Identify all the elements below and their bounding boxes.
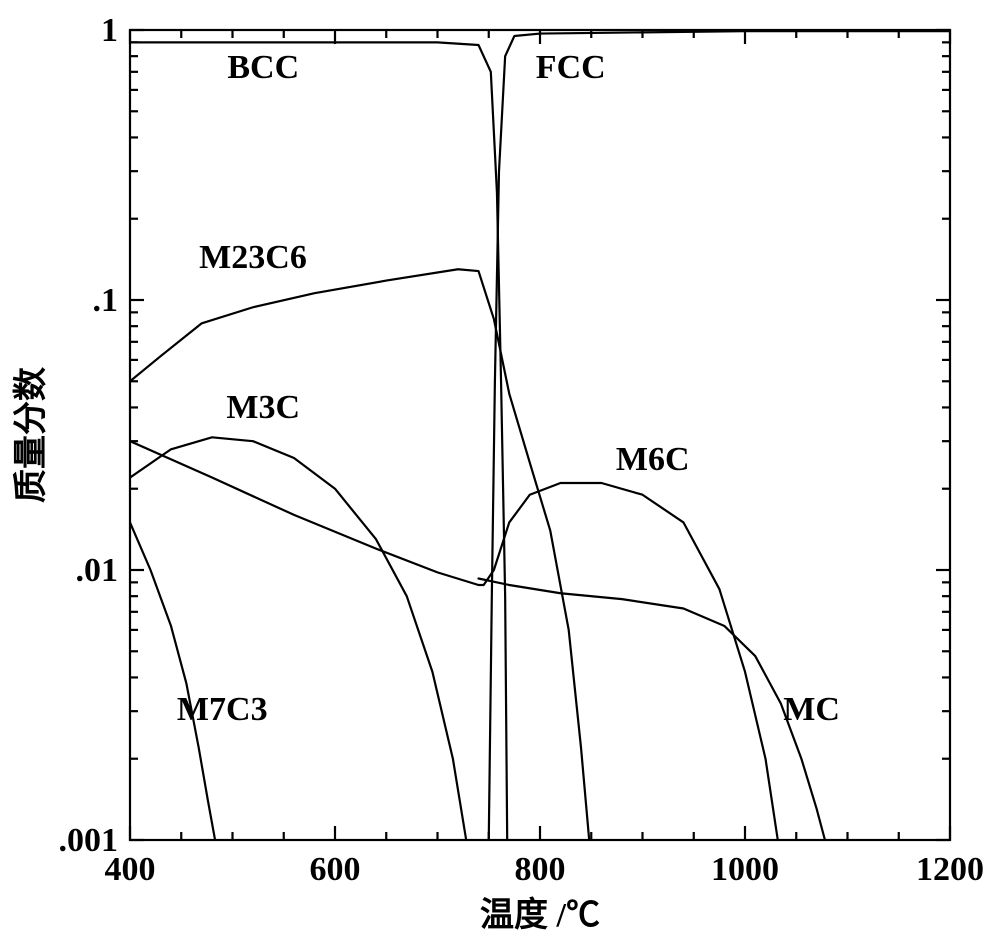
series-m6c: [130, 441, 778, 840]
series-label-fcc: FCC: [536, 49, 606, 86]
x-tick-label: 1000: [711, 851, 779, 888]
y-tick-label: .001: [59, 822, 119, 859]
y-tick-label: .01: [76, 552, 119, 589]
x-axis-label: 温度 /℃: [480, 896, 600, 934]
y-tick-label: .1: [93, 282, 119, 319]
x-tick-label: 1200: [916, 851, 984, 888]
series-fcc: [489, 31, 950, 840]
series-label-m7c3: M7C3: [177, 691, 268, 728]
series-m3c: [130, 437, 466, 840]
chart-svg: 40060080010001200.001.01.11温度 /℃质量分数BCCF…: [0, 0, 997, 952]
series-label-mc: MC: [783, 691, 840, 728]
series-mc: [479, 579, 825, 840]
series-label-m3c: M3C: [226, 389, 300, 426]
series-label-m23c6: M23C6: [199, 239, 307, 276]
series-label-m6c: M6C: [616, 441, 690, 478]
y-axis-label: 质量分数: [12, 367, 50, 503]
x-tick-label: 600: [310, 851, 361, 888]
phase-fraction-chart: 40060080010001200.001.01.11温度 /℃质量分数BCCF…: [0, 0, 997, 952]
series-label-bcc: BCC: [227, 49, 299, 86]
x-tick-label: 800: [515, 851, 566, 888]
y-tick-label: 1: [101, 12, 118, 49]
